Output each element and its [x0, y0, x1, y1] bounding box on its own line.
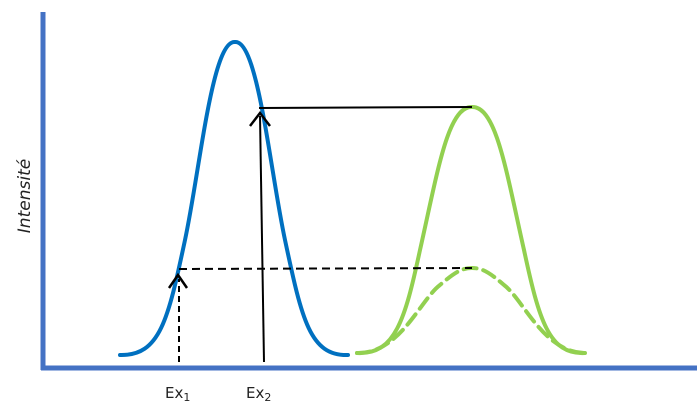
- ex1-horizontal-line: [178, 267, 473, 270]
- emission-curve-high: [355, 104, 587, 356]
- ex2-vertical-line: [259, 115, 265, 363]
- ex2-arrowhead: [249, 110, 271, 127]
- ex2-horizontal-line: [258, 106, 473, 109]
- x-tick-ex2: Ex2: [246, 384, 271, 404]
- excitation-curve: [118, 40, 350, 358]
- ex1-arrowhead: [167, 272, 189, 289]
- x-tick-ex1: Ex1: [165, 384, 190, 404]
- y-axis-label: Intensité: [15, 159, 35, 233]
